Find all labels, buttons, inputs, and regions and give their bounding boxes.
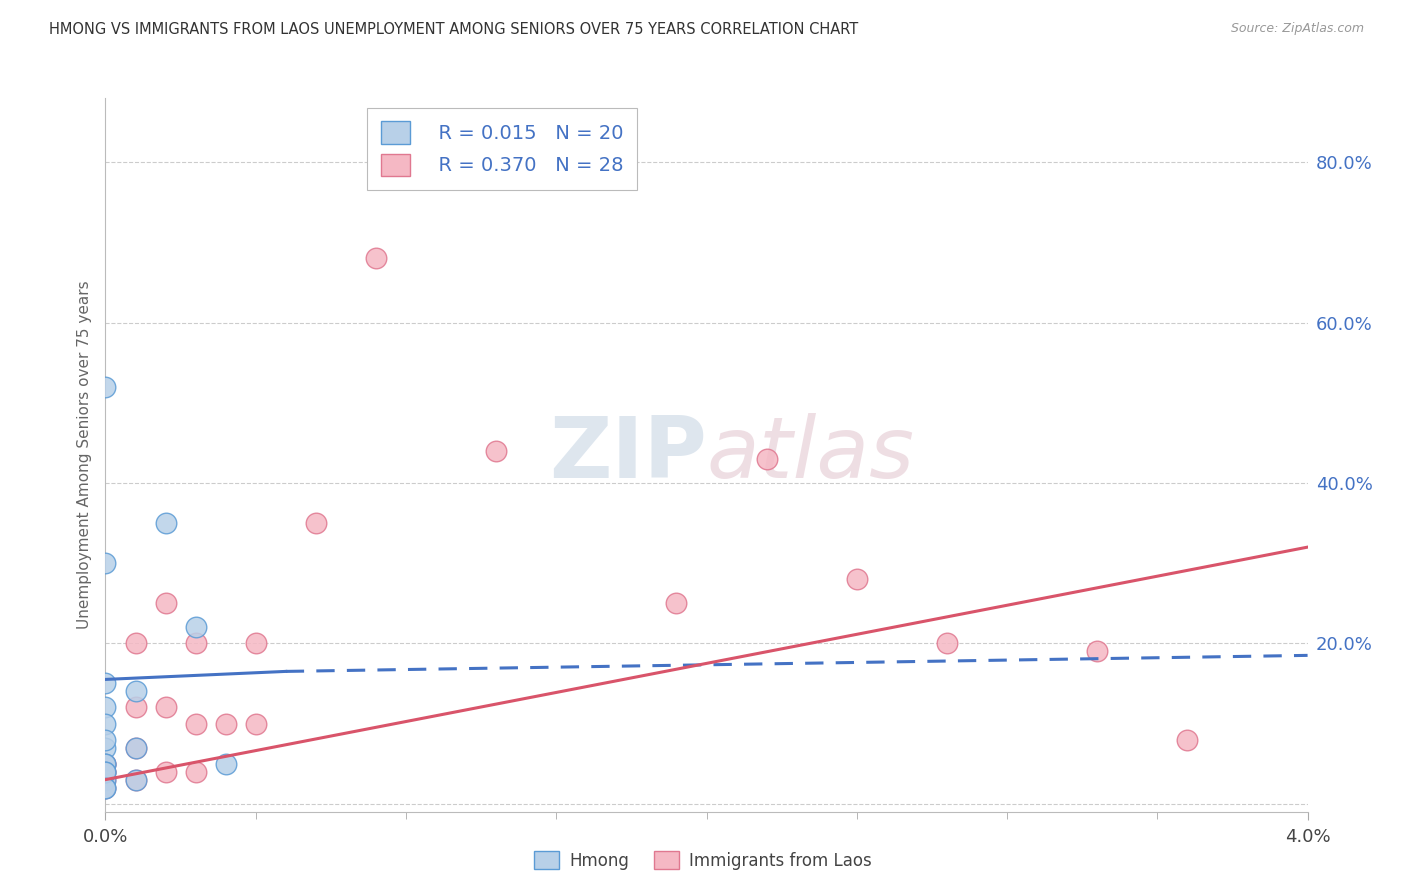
Point: [94, 764, 117, 779]
Point: [485, 444, 508, 458]
Point: [94, 756, 117, 771]
Point: [94, 764, 117, 779]
Point: [245, 636, 267, 650]
Point: [94, 676, 117, 690]
Legend: Hmong, Immigrants from Laos: Hmong, Immigrants from Laos: [527, 845, 879, 877]
Point: [665, 596, 688, 610]
Point: [124, 740, 146, 755]
Point: [184, 764, 207, 779]
Point: [94, 772, 117, 787]
Text: Source: ZipAtlas.com: Source: ZipAtlas.com: [1230, 22, 1364, 36]
Point: [245, 716, 267, 731]
Point: [184, 716, 207, 731]
Point: [1085, 644, 1108, 658]
Point: [155, 700, 177, 714]
Point: [94, 716, 117, 731]
Point: [124, 772, 146, 787]
Point: [94, 700, 117, 714]
Point: [184, 620, 207, 634]
Point: [94, 780, 117, 795]
Point: [94, 772, 117, 787]
Point: [845, 572, 868, 586]
Point: [124, 636, 146, 650]
Point: [94, 756, 117, 771]
Point: [155, 596, 177, 610]
Point: [94, 764, 117, 779]
Point: [755, 451, 778, 466]
Point: [94, 780, 117, 795]
Legend:   R = 0.015   N = 20,   R = 0.370   N = 28: R = 0.015 N = 20, R = 0.370 N = 28: [367, 108, 637, 190]
Point: [94, 380, 117, 394]
Point: [124, 740, 146, 755]
Point: [94, 756, 117, 771]
Point: [214, 756, 236, 771]
Point: [94, 764, 117, 779]
Point: [305, 516, 328, 530]
Point: [155, 764, 177, 779]
Point: [94, 732, 117, 747]
Text: atlas: atlas: [707, 413, 914, 497]
Point: [94, 740, 117, 755]
Point: [1175, 732, 1198, 747]
Point: [124, 700, 146, 714]
Point: [94, 556, 117, 570]
Point: [155, 516, 177, 530]
Text: ZIP: ZIP: [548, 413, 707, 497]
Point: [184, 636, 207, 650]
Point: [364, 252, 387, 266]
Point: [214, 716, 236, 731]
Point: [124, 684, 146, 698]
Text: HMONG VS IMMIGRANTS FROM LAOS UNEMPLOYMENT AMONG SENIORS OVER 75 YEARS CORRELATI: HMONG VS IMMIGRANTS FROM LAOS UNEMPLOYME…: [49, 22, 859, 37]
Y-axis label: Unemployment Among Seniors over 75 years: Unemployment Among Seniors over 75 years: [76, 281, 91, 629]
Point: [94, 780, 117, 795]
Point: [94, 756, 117, 771]
Point: [124, 772, 146, 787]
Point: [936, 636, 959, 650]
